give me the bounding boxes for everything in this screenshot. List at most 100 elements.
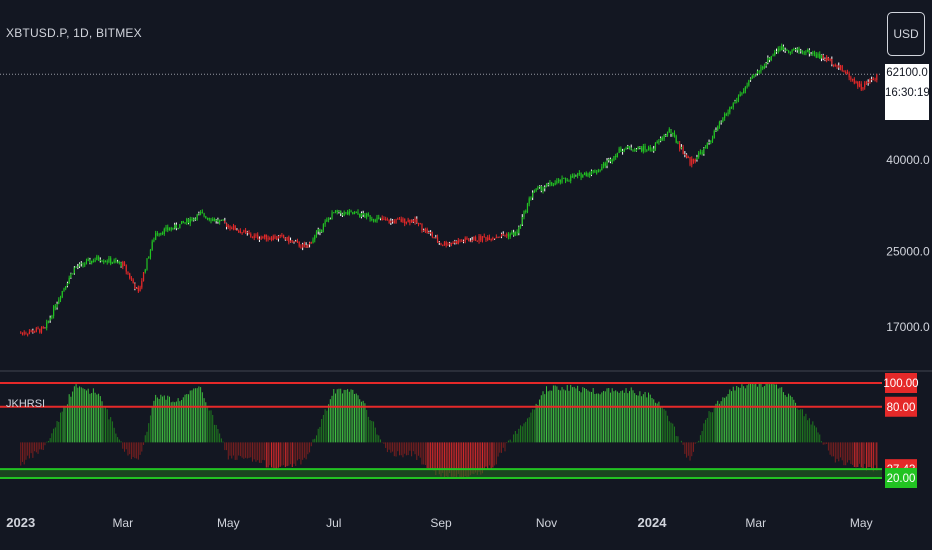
candle [523, 210, 525, 220]
candle-body [819, 53, 821, 59]
candle-body [694, 159, 696, 162]
candle [212, 217, 214, 222]
candle [481, 236, 484, 243]
candle-body [656, 141, 658, 144]
candle [730, 106, 733, 110]
candle-body [521, 216, 523, 225]
candle [784, 47, 786, 53]
candle-body [255, 234, 257, 236]
candle [353, 211, 356, 215]
candle-body [127, 271, 129, 274]
candle-body [353, 212, 356, 215]
candle-body [725, 113, 727, 115]
candle [272, 234, 274, 241]
candle-body [84, 264, 86, 266]
candle-body [817, 53, 819, 58]
candle-body [483, 236, 485, 238]
candle [464, 236, 466, 244]
candle-body [604, 163, 606, 166]
candle-body [350, 211, 352, 213]
candle [869, 78, 871, 84]
candle [613, 155, 615, 162]
candle-body [359, 214, 361, 217]
candle-body [73, 267, 75, 274]
candle-body [710, 140, 712, 142]
candle-body [165, 227, 167, 229]
candle-body [47, 320, 50, 323]
candle [689, 156, 691, 167]
candle [220, 219, 222, 221]
candle [104, 260, 107, 263]
candle-body [535, 188, 537, 192]
candle [341, 212, 344, 217]
candle [283, 234, 285, 239]
candle [601, 163, 603, 171]
candle [876, 73, 878, 83]
candle [37, 326, 39, 330]
candle-body [341, 213, 344, 216]
candle-body [474, 237, 477, 241]
candle-body [139, 287, 141, 292]
candle [433, 236, 435, 239]
candle-body [630, 147, 632, 150]
candle-body [175, 224, 177, 229]
candle [474, 235, 477, 242]
candle-body [369, 215, 371, 220]
candle-body [374, 220, 376, 222]
candle [568, 179, 570, 182]
candle [412, 219, 414, 223]
candle-body [518, 226, 520, 234]
candle [772, 53, 774, 57]
candle [672, 132, 674, 137]
candle-body [174, 224, 176, 229]
candle [248, 230, 250, 235]
candle-body [703, 147, 705, 155]
candle [711, 135, 714, 143]
candle-body [530, 197, 532, 199]
rsi-value-label: 80.00 [887, 402, 916, 414]
candle [257, 232, 259, 240]
candle [161, 231, 164, 236]
candle-body [495, 237, 497, 239]
candle [172, 227, 174, 231]
candle [749, 77, 752, 82]
candle-body [682, 146, 684, 154]
candle-body [627, 145, 629, 149]
rsi-pane [0, 382, 882, 479]
candle [845, 70, 847, 75]
candle-body [46, 322, 48, 328]
candle-body [141, 280, 143, 288]
candle [855, 80, 857, 84]
candle [51, 314, 53, 320]
candle [563, 177, 565, 179]
candle [312, 237, 314, 244]
candle-body [673, 132, 676, 137]
candle-body [186, 218, 188, 223]
candle [70, 272, 72, 279]
candle-body [326, 219, 328, 222]
candle-body [146, 258, 148, 270]
candle [660, 136, 662, 143]
candle-body [248, 232, 250, 235]
candle-body [781, 46, 783, 51]
candle-body [270, 238, 273, 240]
candle-body [379, 217, 382, 219]
candle [44, 327, 46, 329]
candle [270, 236, 273, 242]
candle-body [414, 218, 416, 222]
candle-body [618, 148, 620, 153]
candle-body [646, 149, 648, 151]
candle [264, 234, 266, 240]
candle-body [737, 96, 740, 101]
candle-body [843, 70, 845, 72]
candle-body [51, 315, 53, 318]
candle-body [827, 57, 829, 61]
candle [59, 295, 62, 303]
candle-body [513, 232, 515, 236]
currency-button[interactable]: USD [887, 12, 925, 56]
candle-body [551, 182, 553, 185]
time-tick-label: May [850, 516, 873, 530]
candle-body [54, 306, 56, 308]
candle-body [250, 234, 252, 237]
